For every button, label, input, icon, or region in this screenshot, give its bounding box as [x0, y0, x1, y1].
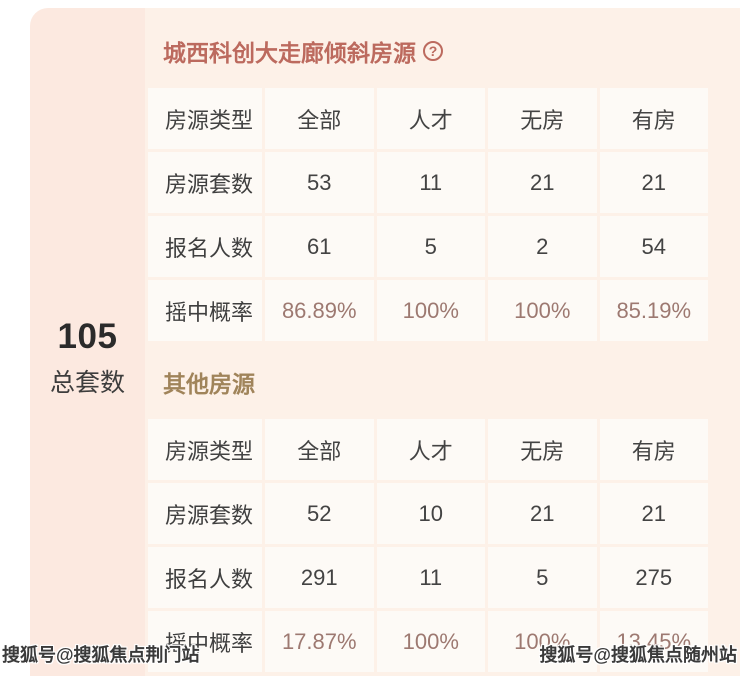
- stat-value: 52: [265, 483, 374, 544]
- column-header-row-label: 房源类型: [148, 88, 262, 149]
- probability-value: 85.19%: [599, 280, 708, 341]
- probability-value: 100%: [488, 611, 597, 672]
- probability-value: 86.89%: [265, 280, 374, 341]
- row-label: 报名人数: [148, 216, 262, 277]
- row-label: 房源套数: [148, 483, 262, 544]
- column-header: 人才: [376, 419, 485, 480]
- row-label: 报名人数: [148, 547, 262, 608]
- stat-value: 10: [376, 483, 485, 544]
- probability-value: 17.87%: [265, 611, 374, 672]
- stat-value: 5: [376, 216, 485, 277]
- column-header: 人才: [376, 88, 485, 149]
- stat-value: 2: [488, 216, 597, 277]
- total-units-panel: 105 总套数: [30, 8, 145, 676]
- stat-value: 291: [265, 547, 374, 608]
- watermark-bottom-left: 搜狐号@搜狐焦点荆门站: [2, 645, 200, 665]
- help-icon[interactable]: ?: [423, 41, 443, 61]
- row-label: 摇中概率: [148, 611, 262, 672]
- column-header-row-label: 房源类型: [148, 419, 262, 480]
- stat-value: 54: [599, 216, 708, 277]
- row-label: 摇中概率: [148, 280, 262, 341]
- stat-value: 61: [265, 216, 374, 277]
- tables-panel: 城西科创大走廊倾斜房源 ? 房源类型 全部 人才 无房 有房 房源套数 53 11 21 21 报名…: [145, 8, 740, 676]
- stat-value: 11: [376, 547, 485, 608]
- housing-stats-card: 105 总套数 城西科创大走廊倾斜房源 ? 房源类型 全部 人才 无房 有房 房源套数 53…: [30, 8, 740, 676]
- probability-value: 13.45%: [599, 611, 708, 672]
- column-header: 有房: [599, 419, 708, 480]
- section-title-other: 其他房源: [163, 365, 740, 399]
- corridor-housing-table: 房源类型 全部 人才 无房 有房 房源套数 53 11 21 21 报名人数 61 5 2 54 摇中概率 86…: [148, 88, 708, 341]
- row-label: 房源套数: [148, 152, 262, 213]
- stat-value: 275: [599, 547, 708, 608]
- other-housing-table: 房源类型 全部 人才 无房 有房 房源套数 52 10 21 21 报名人数 291 11 5 275 摇中概…: [148, 419, 708, 672]
- probability-value: 100%: [376, 611, 485, 672]
- column-header: 全部: [265, 419, 374, 480]
- column-header: 有房: [599, 88, 708, 149]
- column-header: 无房: [488, 419, 597, 480]
- stat-value: 21: [599, 152, 708, 213]
- stat-value: 5: [488, 547, 597, 608]
- probability-value: 100%: [376, 280, 485, 341]
- section-title-text: 其他房源: [163, 371, 255, 397]
- probability-value: 100%: [488, 280, 597, 341]
- stat-value: 21: [488, 152, 597, 213]
- watermark-bottom-right: 搜狐号@搜狐焦点随州站: [539, 645, 737, 665]
- stat-value: 53: [265, 152, 374, 213]
- total-units-value: 105: [57, 317, 118, 356]
- stat-value: 21: [488, 483, 597, 544]
- column-header: 全部: [265, 88, 374, 149]
- column-header: 无房: [488, 88, 597, 149]
- stat-value: 11: [376, 152, 485, 213]
- stat-value: 21: [599, 483, 708, 544]
- section-title-corridor: 城西科创大走廊倾斜房源 ?: [163, 34, 740, 68]
- section-title-text: 城西科创大走廊倾斜房源: [163, 40, 416, 66]
- total-units-label: 总套数: [49, 369, 125, 397]
